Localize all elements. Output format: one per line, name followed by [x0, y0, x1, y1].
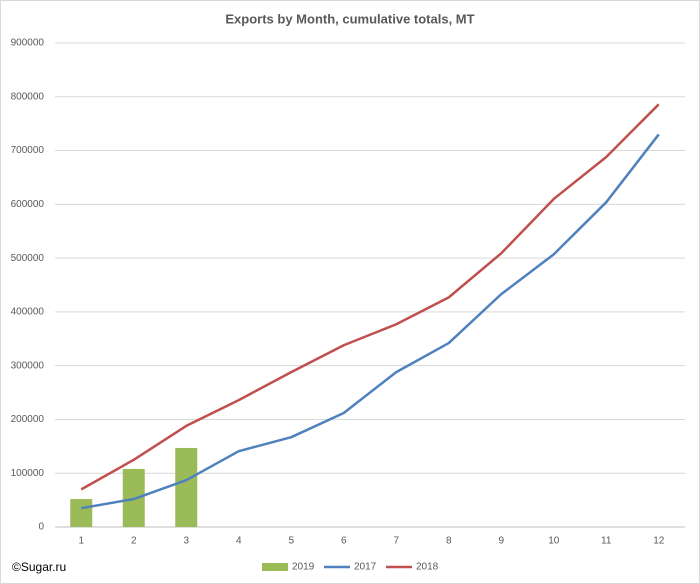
x-tick-label: 2: [131, 536, 137, 547]
y-tick-label: 600000: [11, 199, 45, 210]
bar: [70, 499, 93, 527]
y-tick-label: 900000: [11, 38, 45, 49]
line: [81, 133, 660, 510]
line: [80, 103, 660, 491]
y-tick-label: 100000: [11, 468, 45, 479]
x-tick-label: 4: [236, 536, 242, 547]
legend-swatch: [262, 563, 288, 571]
x-tick-label: 10: [548, 536, 560, 547]
y-tick-label: 0: [38, 522, 44, 533]
x-tick-label: 6: [341, 536, 347, 547]
x-tick-label: 5: [288, 536, 294, 547]
y-tick-label: 200000: [11, 414, 45, 425]
y-tick-label: 500000: [11, 253, 45, 264]
x-tick-label: 7: [393, 536, 399, 547]
x-tick-label: 3: [183, 536, 189, 547]
y-tick-label: 300000: [11, 360, 45, 371]
x-tick-label: 11: [601, 536, 612, 547]
source: ©Sugar.ru: [12, 560, 66, 574]
x-tick-label: 9: [498, 536, 504, 547]
chart-title: Exports by Month, cumulative totals, MT: [225, 11, 474, 26]
legend-label: 2019: [292, 562, 315, 573]
x-tick-label: 8: [446, 536, 452, 547]
legend-label: 2017: [354, 562, 377, 573]
y-tick-label: 400000: [11, 307, 45, 318]
x-tick-label: 12: [653, 536, 665, 547]
y-tick-label: 700000: [11, 145, 45, 156]
legend-label: 2018: [416, 562, 439, 573]
x-tick-label: 1: [78, 536, 84, 547]
bar: [175, 447, 198, 527]
y-tick-label: 800000: [11, 91, 45, 102]
